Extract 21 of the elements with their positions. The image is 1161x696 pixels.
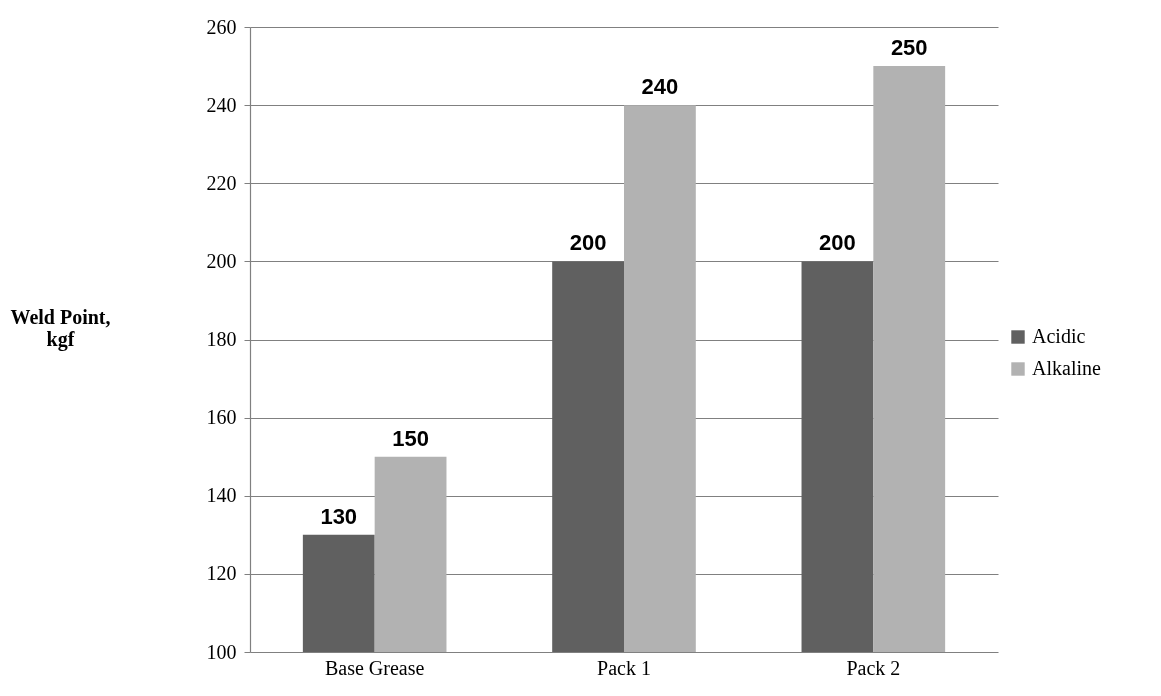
y-tick-label: 160 [206,406,237,429]
y-tick-label: 260 [206,15,237,38]
data-label: 150 [392,425,429,451]
data-label: 240 [641,74,679,100]
x-tick-label: Pack 2 [846,656,901,679]
x-tick-label: Base Grease [324,656,425,679]
y-tick-label: 100 [206,640,237,663]
data-label: 130 [320,503,358,529]
legend-label: Alkaline [1032,357,1101,379]
legend-label: Acidic [1032,325,1086,347]
data-label: 200 [569,230,607,256]
y-tick-label: 120 [206,562,237,585]
y-tick-label: 200 [206,249,237,272]
data-label: 250 [890,35,928,61]
y-axis-title: Weld Point, kgf [10,305,111,351]
x-tick-label: Pack 1 [597,656,651,679]
y-tick-label: 240 [206,93,237,116]
y-tick-label: 220 [206,171,237,194]
data-label: 200 [819,230,856,256]
y-tick-label: 180 [206,328,237,350]
y-tick-label: 140 [206,484,237,507]
